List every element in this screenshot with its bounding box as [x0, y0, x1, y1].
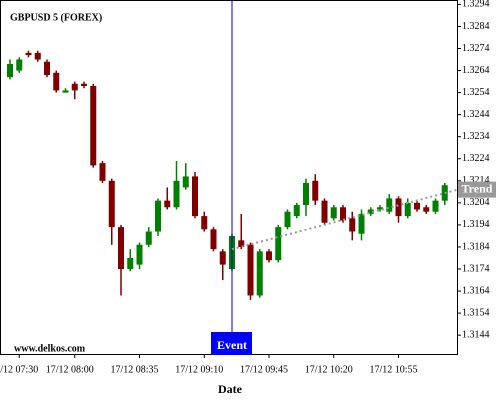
y-tick-label: 1.3224 — [462, 153, 490, 164]
candle-body — [53, 72, 60, 91]
candle-body — [367, 209, 374, 214]
candle-body — [118, 227, 124, 270]
y-tick-label: 1.3184 — [462, 241, 490, 252]
candle-body — [210, 229, 217, 250]
candle-body — [99, 163, 106, 181]
candle-body — [321, 200, 328, 223]
y-tick-label: 1.3154 — [462, 307, 490, 318]
x-axis-label: Date — [218, 382, 243, 396]
trend-box — [458, 181, 496, 198]
candle-body — [81, 83, 87, 86]
y-tick-label: 1.3284 — [462, 21, 490, 32]
candle-body — [201, 216, 208, 230]
x-tick-label: 17/12 08:35 — [110, 364, 158, 375]
y-tick-label: 1.3254 — [462, 87, 490, 98]
candle-body — [386, 198, 393, 212]
candle-body — [34, 52, 41, 60]
candle-body — [247, 244, 254, 296]
x-tick-label: 17/12 10:55 — [369, 364, 417, 375]
candle-body — [256, 251, 263, 296]
candle-body — [266, 251, 272, 261]
trend-line — [231, 188, 459, 251]
candle-body — [127, 257, 134, 270]
candle-body — [7, 63, 13, 78]
y-tick-label: 1.3194 — [462, 219, 490, 230]
candle-body — [349, 218, 356, 232]
y-tick-label: 1.3294 — [462, 0, 490, 10]
candle-body — [312, 180, 319, 201]
candle-body — [377, 207, 383, 210]
x-tick-label: 17/12 08:00 — [46, 364, 94, 375]
candle-body — [155, 200, 161, 232]
y-tick-label: 1.3144 — [462, 329, 490, 340]
y-tick-label: 1.3174 — [462, 263, 490, 274]
candle-body — [358, 213, 365, 234]
y-tick-label: 1.3214 — [462, 175, 490, 186]
candle-body — [293, 205, 300, 217]
y-tick-label: 1.3244 — [462, 109, 490, 120]
event-label: Event — [217, 338, 247, 352]
watermark: www.delkos.com — [14, 343, 86, 354]
y-tick-label: 1.3204 — [462, 197, 490, 208]
candle-body — [136, 244, 143, 265]
y-tick-label: 1.3274 — [462, 43, 490, 54]
candle-body — [395, 198, 402, 217]
x-tick-label: 17/12 10:20 — [305, 364, 353, 375]
candle-body — [404, 202, 411, 217]
plot — [7, 50, 448, 300]
candle-body — [219, 251, 226, 265]
candle-body — [108, 180, 115, 228]
candle-body — [330, 207, 337, 219]
candle-body — [44, 61, 50, 75]
candle-body — [432, 200, 439, 212]
x-tick-label: 17/12 07:30 — [0, 364, 38, 375]
y-tick-label: 1.3264 — [462, 65, 490, 76]
candle-body — [182, 176, 189, 188]
x-tick-label: 17/12 09:10 — [175, 364, 223, 375]
candle-body — [284, 211, 291, 228]
y-tick-label: 1.3234 — [462, 131, 490, 142]
x-tick-label: 17/12 09:45 — [240, 364, 288, 375]
candle-body — [238, 240, 245, 247]
candle-body — [423, 207, 430, 212]
candle-body — [25, 52, 32, 56]
candle-body — [303, 183, 309, 206]
plot-frame — [0, 0, 458, 355]
candle-body — [275, 227, 282, 261]
event-box — [211, 332, 252, 355]
candle-body — [340, 207, 346, 221]
candle-body — [173, 180, 180, 208]
trend-label: Trend — [462, 181, 493, 195]
chart-title: GBPUSD 5 (FOREX) — [10, 12, 102, 23]
candle-body — [145, 231, 152, 245]
candle-body — [414, 202, 420, 210]
candle-body — [192, 176, 198, 217]
candle-body — [90, 85, 97, 166]
candle-body — [16, 59, 23, 71]
y-tick-label: 1.3164 — [462, 285, 490, 296]
candle-body — [71, 83, 78, 91]
candle-body — [164, 200, 171, 208]
candle-body — [62, 90, 69, 93]
